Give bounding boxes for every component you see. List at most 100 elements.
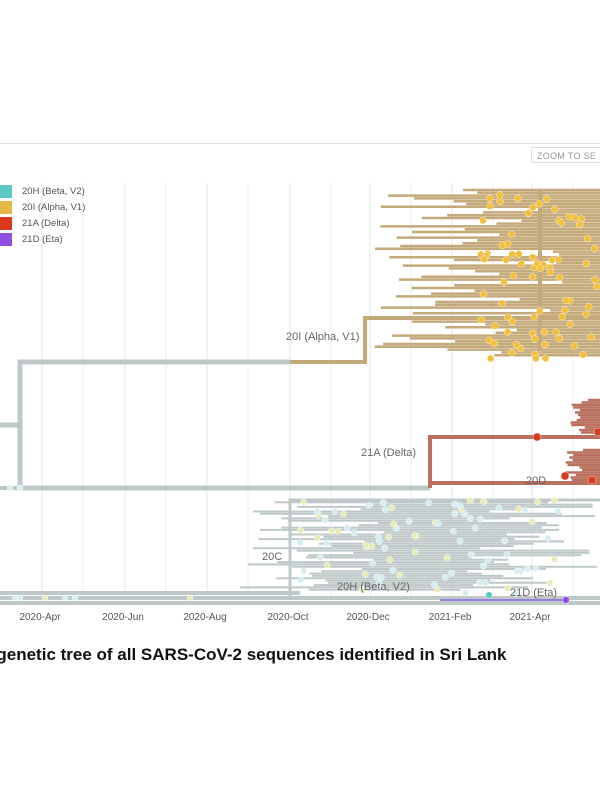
legend-item-beta[interactable]: 20H (Beta, V2) [0,183,85,199]
tip [479,216,487,225]
tip [587,475,597,485]
tip [186,594,194,602]
tip [359,586,366,594]
tip [477,316,485,324]
branch [0,591,600,605]
legend-item-alpha[interactable]: 20I (Alpha, V1) [0,199,85,215]
tip [362,541,370,549]
tip [386,556,394,564]
zoom-to-selected-button[interactable]: ZOOM TO SE [531,147,600,163]
tip [434,520,442,527]
tip [508,250,516,259]
tip [532,432,542,442]
clade-label-eta: 21D (Eta) [510,587,557,599]
axis-tick-label: 2021-Feb [429,612,472,623]
tip [316,553,324,561]
tip [396,571,404,579]
tip [587,333,595,341]
tip [296,539,304,547]
tip [441,574,449,581]
legend-swatch [0,200,12,214]
tip [390,520,398,528]
tip [430,581,438,589]
tip [321,516,329,524]
tip [299,567,307,575]
tip [551,205,559,213]
tip [389,566,397,574]
tip [561,306,569,314]
legend-item-delta[interactable]: 21A (Delta) [0,215,85,231]
tip [476,515,484,523]
tip [544,534,552,542]
legend-swatch [0,232,12,246]
tip [331,507,339,515]
tip [300,498,308,506]
tip [476,579,484,586]
tip [555,334,563,343]
tip [521,506,529,514]
tip [523,565,531,573]
tip [323,561,331,569]
tip [542,195,551,203]
tip [579,351,587,359]
tip [540,328,549,336]
tip [498,241,507,249]
tip [480,255,488,263]
axis-tick-label: 2021-Apr [509,612,551,623]
tip [534,498,541,506]
tip [560,471,570,481]
tip [334,527,342,535]
axis-tick-label: 2020-Aug [183,612,226,623]
tip [562,296,570,305]
tip [368,543,376,550]
tip [503,551,511,558]
tip [344,524,351,532]
tip [471,524,479,532]
tip [486,194,494,203]
tip [16,484,24,492]
tip [530,313,538,321]
tip [546,268,555,277]
tip [512,590,519,597]
clade-label-beta: 20H (Beta, V2) [337,581,410,593]
tip [502,256,510,264]
tip [466,497,474,505]
tip [551,497,558,504]
tip [491,322,499,330]
tip [449,527,457,535]
axis-tick-label: 2020-Apr [19,612,61,623]
legend-swatch [0,216,12,230]
tip [585,303,593,311]
tip [535,199,543,208]
tip [496,191,504,199]
tip [369,559,376,567]
legend-swatch [0,184,12,198]
tip [541,340,549,349]
tip [575,220,584,229]
tip [16,594,24,602]
tip [582,259,591,268]
tip [593,427,600,437]
tip [479,497,487,505]
legend-item-eta[interactable]: 21D (Eta) [0,231,85,247]
tip [529,253,537,261]
tip [501,537,508,545]
branch [0,359,430,491]
tip [541,354,550,363]
tip [514,194,522,203]
tree-panel [0,143,600,634]
tip [71,594,79,602]
tip [350,529,358,537]
tip [451,510,459,518]
tip [558,312,567,321]
tip [515,250,523,258]
tip [536,264,544,272]
branch [428,435,600,488]
tip [482,579,489,587]
tip [448,569,455,577]
tip [507,230,516,238]
tip [508,317,517,326]
tip [379,499,387,507]
tip [487,354,495,363]
tip [562,596,570,604]
